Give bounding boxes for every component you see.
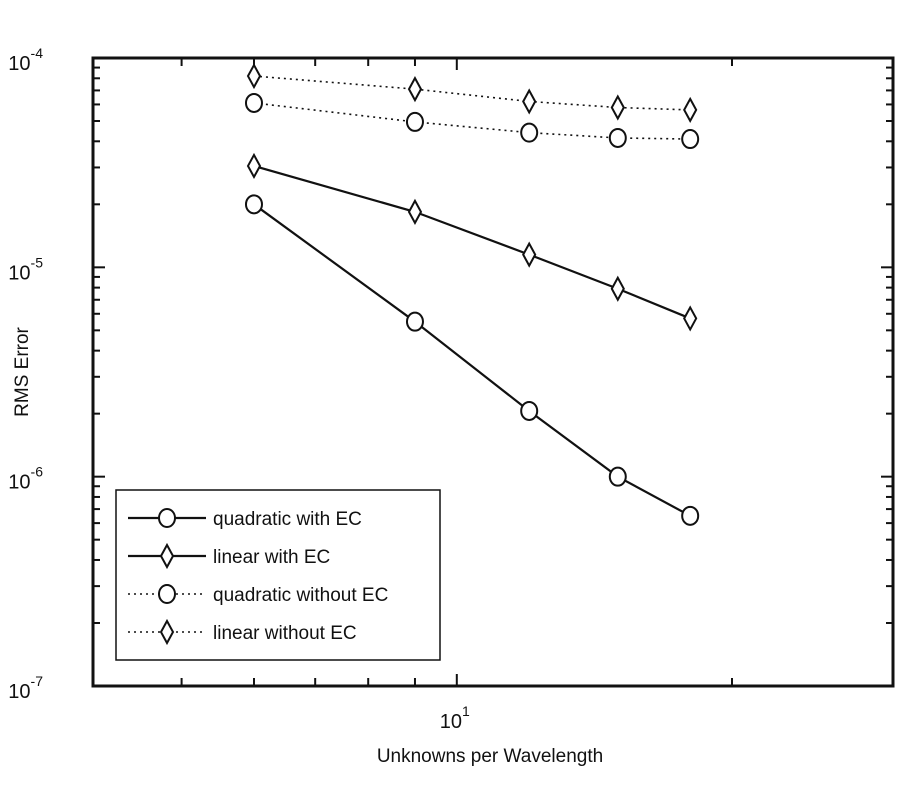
- legend-marker: [158, 584, 176, 604]
- data-point: [683, 305, 698, 332]
- data-point: [246, 62, 262, 90]
- x-tick-label: 101: [440, 703, 470, 733]
- plot-frame: [91, 56, 895, 688]
- data-point: [244, 194, 263, 215]
- data-point: [246, 152, 262, 180]
- series-line: [253, 164, 691, 320]
- y-tick-label: 10-4: [8, 45, 43, 75]
- legend-marker: [159, 542, 175, 570]
- data-point: [405, 311, 424, 332]
- y-tick-label: 10-6: [8, 464, 43, 494]
- legend-label: quadratic without EC: [213, 585, 388, 606]
- data-point: [520, 122, 539, 143]
- legend-label: linear without EC: [213, 623, 357, 644]
- series-line: [253, 75, 691, 111]
- data-point: [608, 466, 627, 487]
- data-point: [681, 505, 700, 526]
- data-point: [683, 96, 698, 123]
- y-tick-label: 10-7: [8, 673, 43, 703]
- y-axis-label: RMS Error: [12, 326, 33, 416]
- plot-marks: [244, 62, 700, 526]
- series-line: [253, 203, 691, 517]
- data-point: [610, 94, 625, 121]
- data-point: [681, 129, 700, 150]
- data-point: [610, 275, 625, 302]
- legend: quadratic with EC linear with EC quadratic…: [115, 489, 441, 661]
- axis-ticks: 101 10-4 10-5 10-6 10-7: [8, 45, 894, 733]
- data-point: [407, 76, 423, 103]
- data-point: [522, 88, 537, 115]
- data-point: [520, 400, 539, 421]
- legend-marker: [158, 508, 176, 528]
- legend-label: quadratic with EC: [213, 509, 362, 530]
- data-point: [244, 92, 263, 113]
- y-tick-label: 10-5: [8, 254, 43, 284]
- legend-label: linear with EC: [213, 547, 330, 568]
- data-point: [522, 241, 537, 268]
- x-axis-label: Unknowns per Wavelength: [377, 746, 603, 767]
- data-point: [407, 198, 423, 225]
- data-point: [608, 127, 627, 148]
- data-point: [405, 111, 424, 132]
- legend-marker: [159, 618, 175, 646]
